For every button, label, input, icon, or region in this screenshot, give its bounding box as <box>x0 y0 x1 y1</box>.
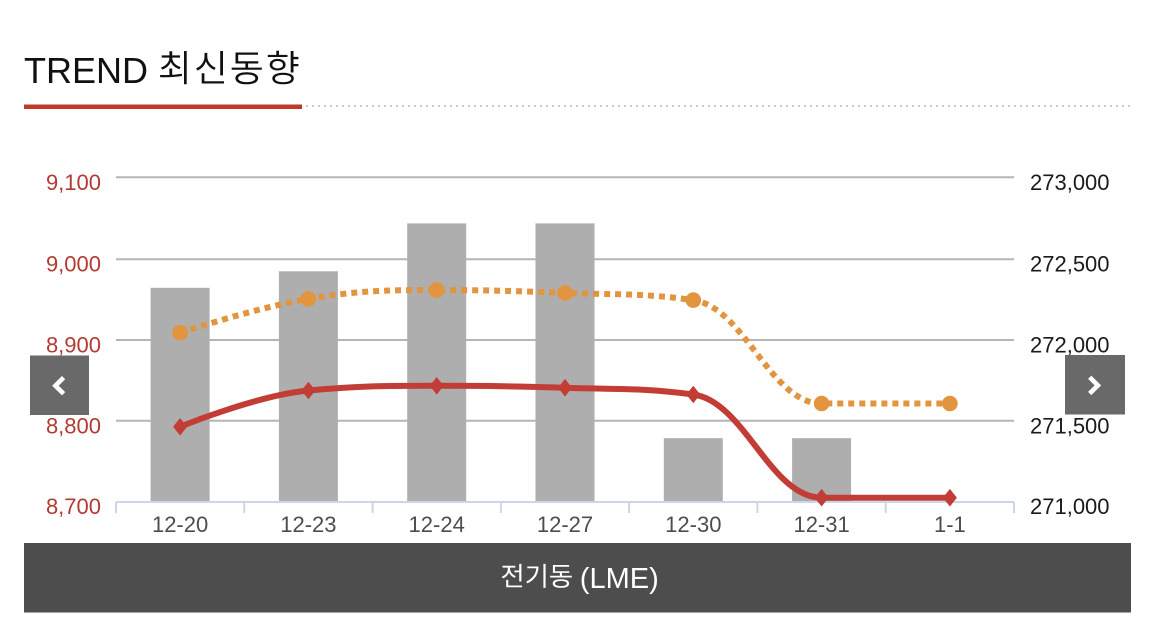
svg-text:271,000: 271,000 <box>1030 494 1110 519</box>
svg-text:12-31: 12-31 <box>793 512 849 537</box>
svg-text:12-27: 12-27 <box>537 512 593 537</box>
svg-text:273,000: 273,000 <box>1030 170 1110 195</box>
svg-text:272,000: 272,000 <box>1030 333 1110 358</box>
svg-text:9,100: 9,100 <box>46 170 101 195</box>
svg-text:1-1: 1-1 <box>934 512 966 537</box>
svg-text:TREND: TREND <box>24 50 148 91</box>
svg-text:9,000: 9,000 <box>46 252 101 277</box>
svg-text:12-30: 12-30 <box>665 512 721 537</box>
svg-text:272,500: 272,500 <box>1030 252 1110 277</box>
svg-text:12-20: 12-20 <box>152 512 208 537</box>
svg-text:12-24: 12-24 <box>409 512 465 537</box>
svg-text:8,700: 8,700 <box>46 494 101 519</box>
svg-text:8,900: 8,900 <box>46 333 101 358</box>
svg-text:271,500: 271,500 <box>1030 413 1110 438</box>
svg-text:12-23: 12-23 <box>280 512 336 537</box>
svg-text:(LME): (LME) <box>580 563 659 595</box>
svg-text:8,800: 8,800 <box>46 413 101 438</box>
